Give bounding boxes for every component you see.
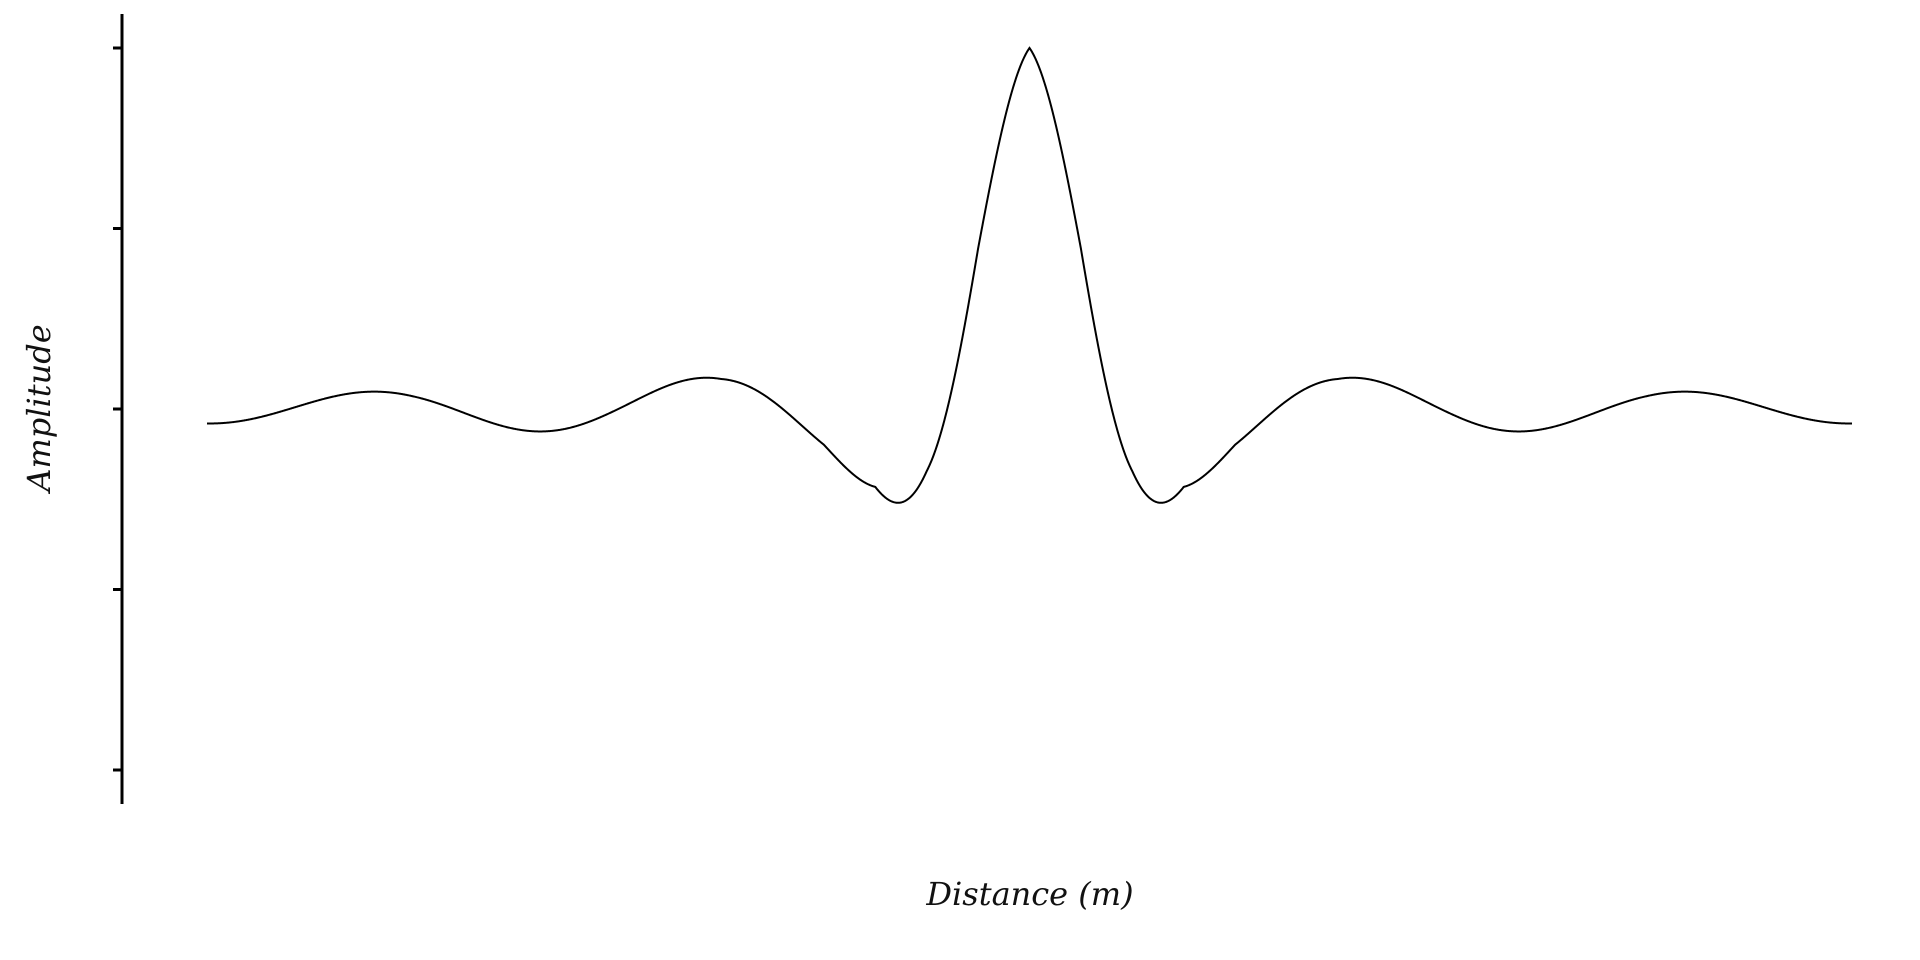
series-line-0	[206, 46, 1853, 504]
y-axis-label: Amplitude	[20, 324, 58, 494]
y-axis	[113, 14, 124, 804]
plot-area	[206, 46, 1853, 504]
x-axis-label: Distance (m)	[925, 875, 1133, 913]
